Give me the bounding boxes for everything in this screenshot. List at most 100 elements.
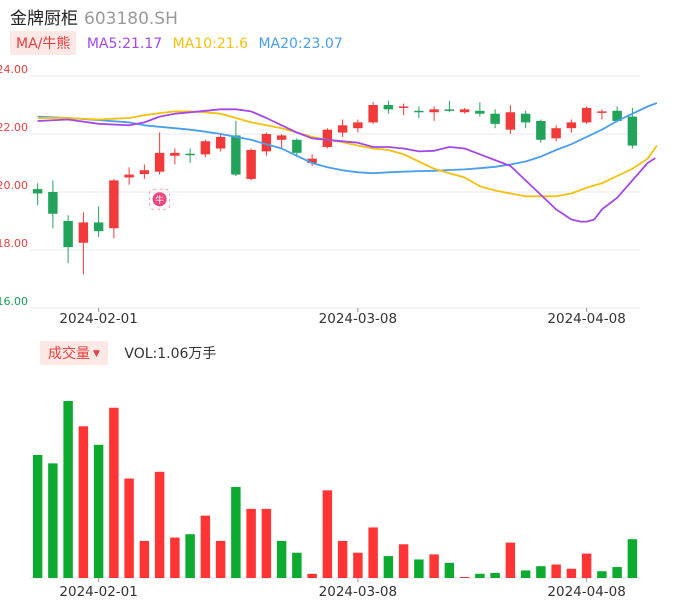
candle-body: [231, 135, 241, 175]
candle-body: [475, 110, 485, 114]
volume-bar: [63, 401, 73, 578]
volume-bar: [200, 515, 211, 578]
candle-body: [246, 149, 256, 179]
volume-value: VOL:1.06万手: [124, 346, 217, 362]
candle-body: [490, 113, 500, 124]
volume-bar: [459, 577, 470, 578]
candle-body: [520, 113, 531, 123]
volume-bar: [246, 508, 256, 578]
candle-body: [581, 107, 592, 123]
volume-bar: [93, 444, 104, 578]
candle-body: [32, 189, 43, 194]
volume-bar: [612, 567, 622, 578]
volume-bar: [383, 556, 394, 578]
volume-bar: [429, 554, 439, 578]
candle-body: [597, 111, 607, 113]
candle-body: [444, 109, 455, 111]
volume-bar: [109, 407, 119, 578]
candle-body: [139, 170, 150, 175]
caret-down-icon: ▼: [93, 349, 100, 359]
candle-body: [353, 122, 363, 129]
volume-bar: [444, 562, 455, 578]
y-tick-label: 20.00: [0, 179, 28, 192]
volume-bar: [78, 426, 89, 578]
volume-bar: [353, 552, 363, 578]
candle-body: [459, 109, 470, 113]
volume-bar: [581, 553, 592, 578]
volume-bar: [292, 552, 302, 578]
volume-bar: [170, 537, 180, 578]
candle-body: [154, 152, 165, 172]
candle-body: [215, 136, 226, 149]
volume-bar: [414, 559, 424, 578]
volume-x-tick-label: 2024-03-08: [319, 584, 397, 600]
volume-bar: [505, 542, 516, 578]
candle-body: [276, 135, 287, 140]
candle-body: [63, 221, 73, 248]
volume-bar: [48, 463, 58, 578]
volume-bar: [520, 570, 531, 578]
volume-bar: [536, 566, 546, 578]
stock-header: 金牌厨柜 603180.SH: [10, 4, 178, 29]
volume-bar: [566, 568, 577, 578]
ma10-legend: MA10:21.6: [172, 36, 248, 52]
candle-body: [337, 125, 348, 133]
volume-bar: [32, 454, 43, 578]
candle-body: [368, 105, 378, 123]
ma20-legend: MA20:23.07: [258, 36, 343, 52]
candle-body: [414, 110, 424, 113]
bull-badge-text: 牛: [155, 194, 164, 206]
candle-body: [124, 174, 134, 178]
volume-bar: [139, 540, 150, 578]
ma5-legend: MA5:21.17: [86, 36, 163, 52]
y-tick-label: 24.00: [0, 63, 28, 76]
y-tick-label: 22.00: [0, 121, 28, 134]
ma10-line: [37, 110, 658, 198]
candle-body: [109, 180, 119, 229]
volume-indicator-dropdown[interactable]: 成交量 ▼: [40, 341, 108, 365]
candle-body: [78, 222, 89, 243]
volume-bar: [551, 564, 561, 578]
volume-x-tick-label: 2024-04-08: [547, 584, 625, 600]
volume-bar: [215, 540, 226, 578]
volume-bar: [597, 571, 607, 578]
candle-body: [551, 128, 561, 139]
volume-bar: [307, 573, 317, 578]
bull-badge-circle: [152, 192, 167, 207]
candle-body: [93, 222, 104, 232]
volume-legend: 成交量 ▼ VOL:1.06万手: [40, 341, 217, 365]
volume-bar: [154, 471, 165, 578]
price-x-tick-label: 2024-03-08: [319, 311, 397, 327]
candle-body: [200, 141, 211, 155]
bull-badge-frame: [149, 188, 171, 210]
volume-series: [32, 401, 638, 578]
bull-icon: 牛: [149, 188, 171, 210]
candle-body: [170, 152, 180, 156]
candle-body: [429, 109, 439, 113]
candle-body: [627, 116, 638, 146]
candle-body: [261, 134, 272, 152]
candle-body: [322, 129, 333, 148]
volume-bar: [337, 540, 348, 578]
volume-bar: [261, 508, 272, 578]
candle-body: [292, 139, 302, 153]
volume-bar: [322, 490, 333, 578]
volume-bar: [398, 544, 409, 578]
y-tick-label: 18.00: [0, 237, 28, 250]
volume-bar: [475, 573, 485, 578]
volume-indicator-label: 成交量: [48, 346, 90, 362]
volume-bar: [627, 539, 638, 578]
stock-code: 603180.SH: [84, 9, 178, 29]
candle-body: [566, 122, 577, 129]
volume-bar: [368, 527, 378, 578]
ma5-line: [37, 108, 656, 223]
ma-indicator-toggle[interactable]: MA/牛熊: [10, 31, 77, 55]
candle-body: [48, 192, 58, 214]
ma-legend: MA/牛熊 MA5:21.17 MA10:21.6 MA20:23.07: [10, 31, 343, 55]
candle-body: [383, 105, 394, 110]
candlestick-series: [32, 100, 638, 275]
candle-body: [612, 110, 622, 121]
volume-bar: [185, 534, 195, 578]
candle-body: [307, 158, 317, 163]
